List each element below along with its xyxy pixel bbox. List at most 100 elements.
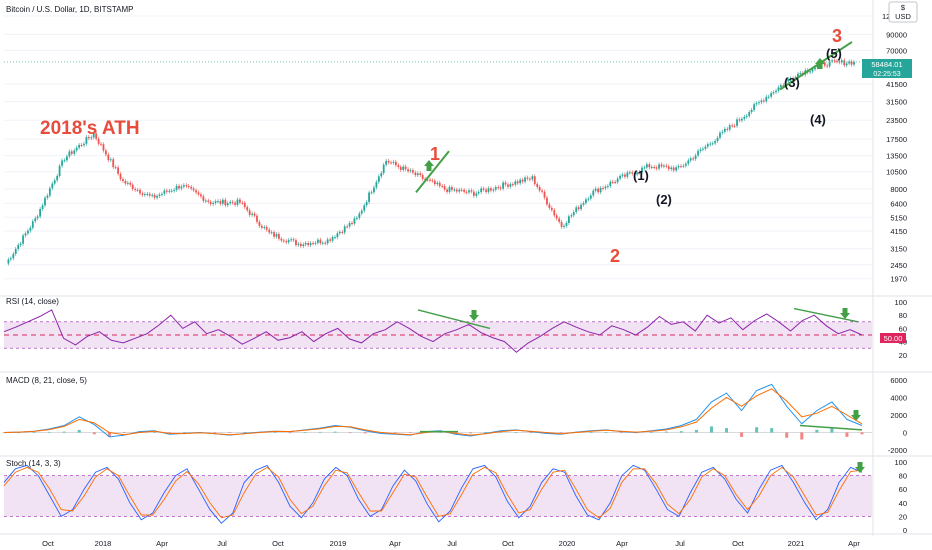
macd-histogram-bar <box>17 432 21 434</box>
macd-histogram-bar <box>213 432 217 434</box>
price-candle <box>324 242 327 244</box>
price-tick-label: 4150 <box>890 227 907 236</box>
price-candle <box>263 227 266 229</box>
price-candle <box>39 208 42 217</box>
wave-3-label: 3 <box>832 26 842 46</box>
price-tick-label: 5150 <box>890 213 907 222</box>
price-candle <box>151 195 154 197</box>
price-candle <box>46 195 49 198</box>
price-candle <box>511 184 514 186</box>
price-candle <box>197 192 200 195</box>
macd-histogram-bar <box>484 432 488 433</box>
price-candle <box>797 73 799 78</box>
price-candle <box>726 128 729 130</box>
time-tick-label: 2021 <box>788 539 805 548</box>
price-candle <box>570 215 573 217</box>
rsi-tick-label: 100 <box>894 298 907 307</box>
price-candle <box>631 172 634 174</box>
macd-histogram-bar <box>348 432 352 434</box>
stoch-tick-label: 80 <box>899 472 907 481</box>
price-candle <box>153 195 156 198</box>
price-candle <box>738 119 741 121</box>
price-candle <box>299 243 302 247</box>
price-candle <box>514 181 517 185</box>
price-candle <box>719 132 721 138</box>
price-candle <box>75 147 78 151</box>
price-candle <box>602 187 604 189</box>
price-candle <box>363 205 366 211</box>
macd-histogram-bar <box>800 432 804 440</box>
price-candle <box>285 241 288 243</box>
price-candle <box>268 229 271 233</box>
price-candle <box>187 186 190 188</box>
price-candle <box>14 249 17 254</box>
price-candle <box>78 144 81 148</box>
macd-histogram-bar <box>439 432 443 433</box>
price-candle <box>589 195 592 199</box>
price-candle <box>463 189 466 192</box>
price-candle <box>278 234 280 239</box>
price-candle <box>611 181 614 183</box>
time-tick-label: Apr <box>389 539 401 548</box>
price-candle <box>743 116 746 119</box>
price-candle <box>258 221 261 226</box>
price-candle <box>565 222 568 226</box>
price-candle <box>114 167 117 169</box>
macd-histogram-bar <box>664 431 668 433</box>
macd-histogram-bar <box>529 432 533 434</box>
price-candle <box>202 196 205 201</box>
rsi-label: RSI (14, close) <box>6 297 59 306</box>
price-candle <box>402 166 405 170</box>
price-candle <box>175 185 178 190</box>
price-candle <box>594 188 597 191</box>
subwave-4-label: (4) <box>810 112 826 127</box>
price-candle <box>219 201 222 204</box>
price-candle <box>200 194 202 197</box>
subwave-2-label: (2) <box>656 192 672 207</box>
price-candle <box>670 167 673 170</box>
price-candle <box>9 258 12 260</box>
macd-histogram-bar <box>770 428 774 433</box>
time-tick-label: Jul <box>217 539 227 548</box>
time-tick-label: Oct <box>732 539 745 548</box>
price-candle <box>360 210 363 214</box>
price-candle <box>789 78 792 80</box>
price-candle <box>22 235 24 244</box>
price-candle <box>699 149 702 151</box>
macd-histogram-bar <box>333 431 337 433</box>
price-candle <box>321 242 324 244</box>
price-tick-label: 1970 <box>890 275 907 284</box>
price-candle <box>338 231 341 234</box>
price-candle <box>29 227 32 231</box>
price-candle <box>728 125 731 130</box>
price-candle <box>314 242 317 244</box>
price-candle <box>814 67 816 70</box>
price-candle <box>470 190 473 192</box>
price-candle <box>716 137 719 142</box>
price-candle <box>843 60 846 66</box>
trendline-wave-3 <box>779 41 853 91</box>
price-candle <box>494 187 497 190</box>
price-candle <box>56 175 59 181</box>
price-candle <box>34 218 37 222</box>
price-candle <box>655 167 658 169</box>
price-candle <box>436 182 439 185</box>
price-tick-label: 6400 <box>890 199 907 208</box>
price-tick-label: 3150 <box>890 245 907 254</box>
price-candle <box>343 226 346 233</box>
rsi-divergence-line-2 <box>793 307 859 323</box>
macd-tick-label: 2000 <box>890 411 907 420</box>
last-price-badge <box>862 59 912 78</box>
price-candle <box>368 192 370 203</box>
currency-box[interactable] <box>888 1 918 23</box>
macd-histogram-bar <box>92 432 96 435</box>
price-candle <box>477 192 480 194</box>
price-candle <box>779 85 782 88</box>
price-candle <box>448 187 451 192</box>
price-candle <box>465 191 468 193</box>
price-candle <box>650 167 653 169</box>
price-candle <box>27 230 29 234</box>
price-candle <box>416 173 419 176</box>
rsi-arrow-down-2 <box>840 308 850 319</box>
